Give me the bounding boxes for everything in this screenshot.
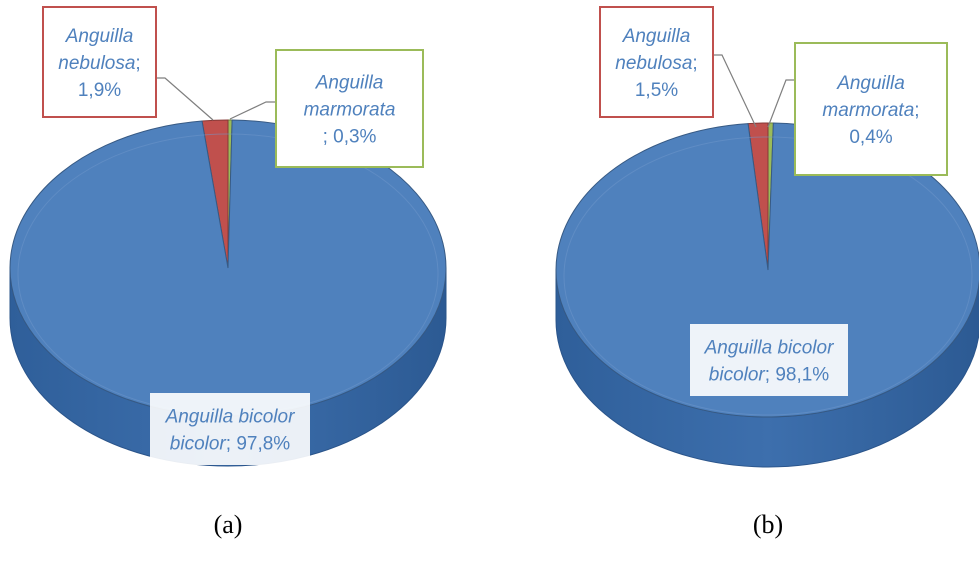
leader-line	[229, 101, 276, 120]
chart-caption: (a)	[214, 510, 243, 539]
label-line: bicolor; 97,8%	[170, 434, 291, 455]
data-label-nebulosa: Anguilla nebulosa; 1,5%	[599, 6, 757, 128]
pie-slice-bicolor	[555, 122, 979, 418]
chart-caption: (b)	[753, 510, 783, 539]
label-box	[275, 49, 424, 168]
label-line: Anguilla	[65, 26, 134, 47]
label-line: nebulosa;	[58, 53, 140, 74]
pie-chart-b: Anguilla bicolor bicolor; 98,1% Anguilla ne…	[555, 6, 979, 539]
data-label-bicolor: Anguilla bicolor bicolor; 98,1%	[690, 324, 848, 396]
label-line: 1,5%	[635, 80, 678, 101]
pie-chart-a: Anguilla bicolor bicolor; 97,8% Anguilla ne…	[9, 6, 447, 539]
label-line: Anguilla bicolor	[165, 407, 296, 428]
label-line: Anguilla bicolor	[704, 338, 835, 359]
label-line: Anguilla	[315, 73, 384, 94]
label-box	[690, 324, 848, 396]
label-box	[794, 42, 948, 176]
label-box	[42, 6, 157, 118]
pie-highlight	[563, 136, 973, 416]
label-line: 1,9%	[78, 80, 121, 101]
label-line: bicolor; 98,1%	[709, 365, 830, 386]
data-label-marmorata: Anguilla marmorata ; 0,3%	[229, 49, 424, 168]
leader-line	[767, 79, 795, 128]
leader-line	[713, 54, 757, 128]
data-label-marmorata: Anguilla marmorata; 0,4%	[767, 42, 948, 176]
label-line: marmorata	[304, 100, 396, 121]
label-line: marmorata;	[822, 100, 919, 121]
data-label-bicolor: Anguilla bicolor bicolor; 97,8%	[150, 393, 310, 465]
label-line: ; 0,3%	[323, 127, 377, 148]
label-line: Anguilla	[836, 73, 905, 94]
leader-line	[156, 77, 214, 121]
label-box	[599, 6, 714, 118]
data-label-nebulosa: Anguilla nebulosa; 1,9%	[42, 6, 214, 121]
label-box	[150, 393, 310, 465]
label-line: nebulosa;	[615, 53, 697, 74]
label-line: 0,4%	[849, 127, 892, 148]
label-line: Anguilla	[622, 26, 691, 47]
